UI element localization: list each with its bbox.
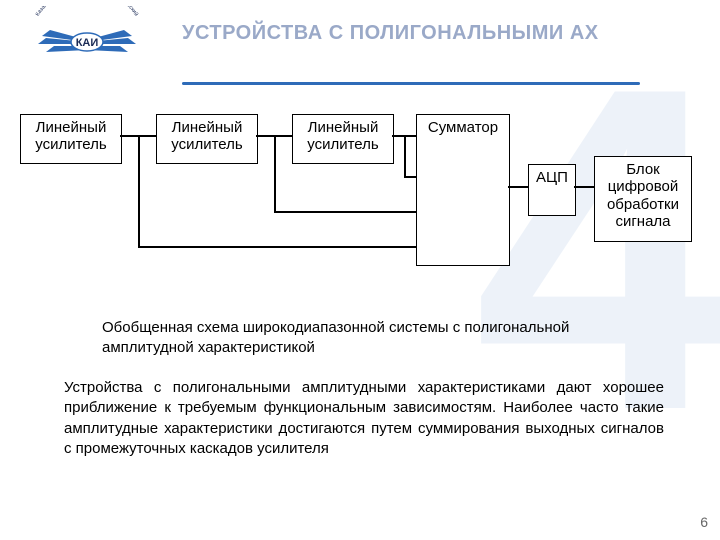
block-amp1: Линейныйусилитель bbox=[20, 114, 122, 164]
block-amp3: Линейныйусилитель bbox=[292, 114, 394, 164]
title-underline bbox=[182, 82, 640, 85]
slide-root: 4 Казанский национальный исследовательск… bbox=[0, 0, 720, 540]
wire-w5 bbox=[138, 246, 416, 248]
logo-center-text: КАИ bbox=[76, 37, 99, 49]
page-title: УСТРОЙСТВА С ПОЛИГОНАЛЬНЫМИ АХ bbox=[182, 22, 599, 45]
block-amp2: Линейныйусилитель bbox=[156, 114, 258, 164]
logo-arc-top-text: Казанский национальный исследовательский bbox=[35, 6, 140, 17]
body-paragraph: Устройства с полигональными амплитудными… bbox=[64, 378, 664, 459]
wire-w11 bbox=[574, 186, 594, 188]
wire-w10 bbox=[508, 186, 528, 188]
diagram-caption: Обобщенная схема широкодиапазонной систе… bbox=[102, 318, 622, 359]
wire-w4 bbox=[138, 135, 140, 247]
svg-text:Казанский национальный исследо: Казанский национальный исследовательский bbox=[35, 6, 140, 17]
block-sum: Сумматор bbox=[416, 114, 510, 266]
kai-logo: Казанский национальный исследовательский… bbox=[12, 6, 162, 76]
block-adc: АЦП bbox=[528, 164, 576, 216]
wire-w8 bbox=[404, 135, 406, 177]
wire-w7 bbox=[274, 211, 416, 213]
wire-w9 bbox=[404, 176, 416, 178]
wire-w6 bbox=[274, 135, 276, 212]
block-dsp: Блокцифровойобработкисигнала bbox=[594, 156, 692, 242]
block-diagram: Линейныйусилитель Линейныйусилитель Линейн… bbox=[20, 114, 700, 294]
page-number: 6 bbox=[700, 514, 708, 530]
